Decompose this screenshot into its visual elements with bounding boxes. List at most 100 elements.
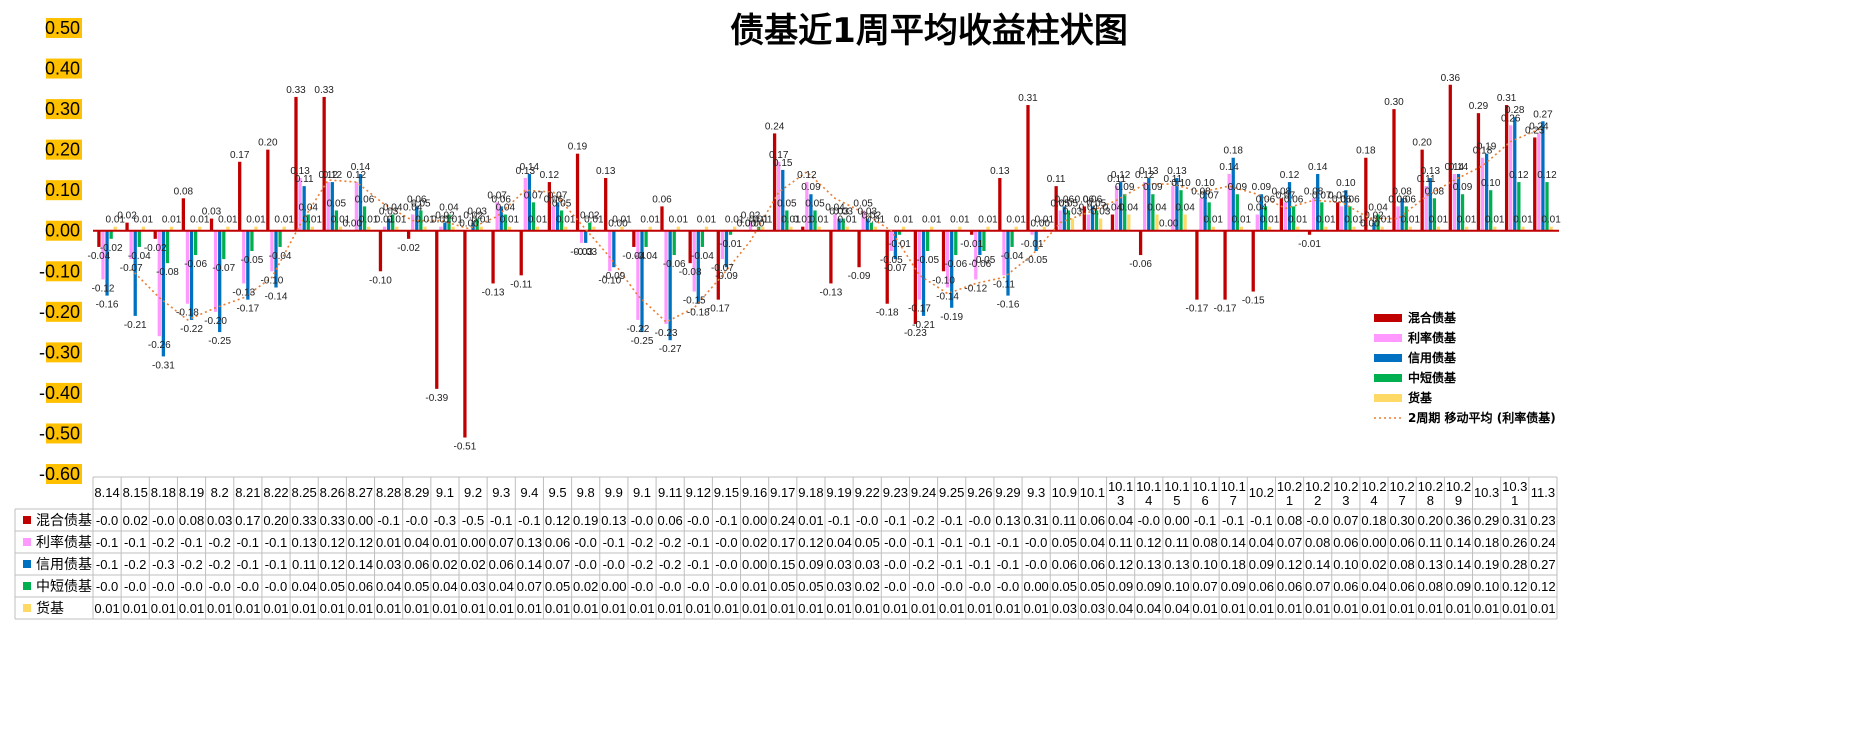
data-label: 0.12 xyxy=(1509,170,1529,181)
data-label: 0.06 xyxy=(1388,194,1408,205)
bar xyxy=(1476,113,1481,231)
table-cell: 0.05 xyxy=(320,579,345,594)
bar xyxy=(1320,202,1324,231)
table-cell: 0.01 xyxy=(545,601,570,616)
bar xyxy=(1340,206,1344,231)
bar xyxy=(226,226,230,231)
x-category-label: 10.2 xyxy=(1361,479,1386,494)
x-category-label: 9.11 xyxy=(658,485,682,500)
bar xyxy=(419,210,423,231)
bar xyxy=(1456,173,1461,231)
table-cell: -0.1 xyxy=(603,535,625,550)
x-category-label: 10.2 xyxy=(1333,479,1358,494)
data-label: 0.01 xyxy=(749,215,769,226)
bar xyxy=(1424,186,1428,231)
data-label: 0.12 xyxy=(797,170,817,181)
table-cell: -0.1 xyxy=(1222,513,1244,528)
data-label: 0.08 xyxy=(1425,186,1445,197)
data-label: 0.03 xyxy=(202,207,222,218)
bar xyxy=(193,230,198,256)
data-label: -0.06 xyxy=(968,259,991,270)
data-label: 0.01 xyxy=(1344,215,1364,226)
table-cell: 0.06 xyxy=(1389,579,1414,594)
data-label: 0.14 xyxy=(520,162,540,173)
moving-average-trendline xyxy=(130,128,1540,323)
table-cell: 0.29 xyxy=(1474,513,1499,528)
data-label: -0.04 xyxy=(622,251,645,262)
data-label: 0.05 xyxy=(1059,198,1079,209)
data-label: 0.01 xyxy=(528,215,548,226)
table-cell: 0.14 xyxy=(1446,557,1471,572)
data-label: 0.00 xyxy=(343,219,363,230)
bar xyxy=(278,230,282,247)
bar xyxy=(1171,186,1175,231)
bar xyxy=(1002,230,1006,276)
bar xyxy=(837,218,841,231)
table-cell: 0.01 xyxy=(798,601,823,616)
table-cell: -0.1 xyxy=(96,535,118,550)
table-cell: 0.17 xyxy=(770,535,795,550)
data-label: 0.33 xyxy=(286,85,306,96)
y-tick-label: -0.40 xyxy=(39,383,80,403)
bar xyxy=(813,210,817,231)
data-label: 0.12 xyxy=(1135,170,1155,181)
table-cell: 0.04 xyxy=(432,579,457,594)
bar xyxy=(1082,206,1086,231)
bar xyxy=(254,226,258,231)
table-cell: -0.0 xyxy=(406,513,428,528)
x-category-label: 10.2 xyxy=(1446,479,1471,494)
data-label: -0.27 xyxy=(659,344,682,355)
data-label: 0.10 xyxy=(1481,178,1501,189)
data-label: 0.04 xyxy=(496,203,516,214)
bar xyxy=(209,218,214,231)
table-cell: 0.02 xyxy=(123,513,148,528)
bar xyxy=(833,214,837,231)
table-cell: 0.00 xyxy=(348,513,373,528)
data-label: -0.06 xyxy=(663,259,686,270)
bar xyxy=(1480,157,1485,231)
table-cell: -0.2 xyxy=(208,557,230,572)
table-cell: 0.13 xyxy=(995,513,1020,528)
x-category-label: 10.2 xyxy=(1418,479,1443,494)
table-cell: -0.1 xyxy=(237,535,259,550)
bar xyxy=(772,133,777,231)
data-label: 0.06 xyxy=(1340,194,1360,205)
data-label: -0.05 xyxy=(1025,255,1048,266)
table-cell: 0.06 xyxy=(545,535,570,550)
bar xyxy=(1042,226,1046,231)
bar xyxy=(141,226,146,231)
table-cell: 0.01 xyxy=(1333,601,1358,616)
table-cell: 0.07 xyxy=(1333,513,1358,528)
bar xyxy=(704,226,709,231)
data-label: -0.13 xyxy=(482,287,505,298)
bar xyxy=(294,96,298,231)
data-label: -0.13 xyxy=(820,287,843,298)
x-category-label: 9.22 xyxy=(855,485,880,500)
table-cell: -0.1 xyxy=(96,557,118,572)
x-category-label: 9.15 xyxy=(714,485,739,500)
data-label: -0.15 xyxy=(1242,296,1265,307)
data-label: 0.01 xyxy=(866,215,886,226)
table-cell: 0.06 xyxy=(1249,579,1274,594)
table-cell: -0.0 xyxy=(856,513,878,528)
table-cell: 0.01 xyxy=(376,535,401,550)
table-cell: -0.0 xyxy=(1306,513,1328,528)
y-tick-label: -0.10 xyxy=(39,261,80,281)
data-label: 0.09 xyxy=(1453,182,1473,193)
bar xyxy=(1199,198,1203,231)
bar xyxy=(885,230,889,304)
data-label: 0.05 xyxy=(552,198,572,209)
bar xyxy=(1404,206,1408,231)
data-label: 0.01 xyxy=(1316,215,1336,226)
table-cell: 0.11 xyxy=(1052,513,1076,528)
table-cell: 0.10 xyxy=(1333,557,1358,572)
bar xyxy=(1537,133,1541,231)
table-cell: -0.0 xyxy=(265,579,287,594)
bar xyxy=(198,226,202,231)
data-label: 0.01 xyxy=(725,215,745,226)
x-category-label: 1 xyxy=(1511,493,1518,508)
table-cell: -0.2 xyxy=(659,535,681,550)
bar xyxy=(970,230,974,235)
data-label: 0.20 xyxy=(258,138,278,149)
data-label: 0.07 xyxy=(1276,190,1296,201)
